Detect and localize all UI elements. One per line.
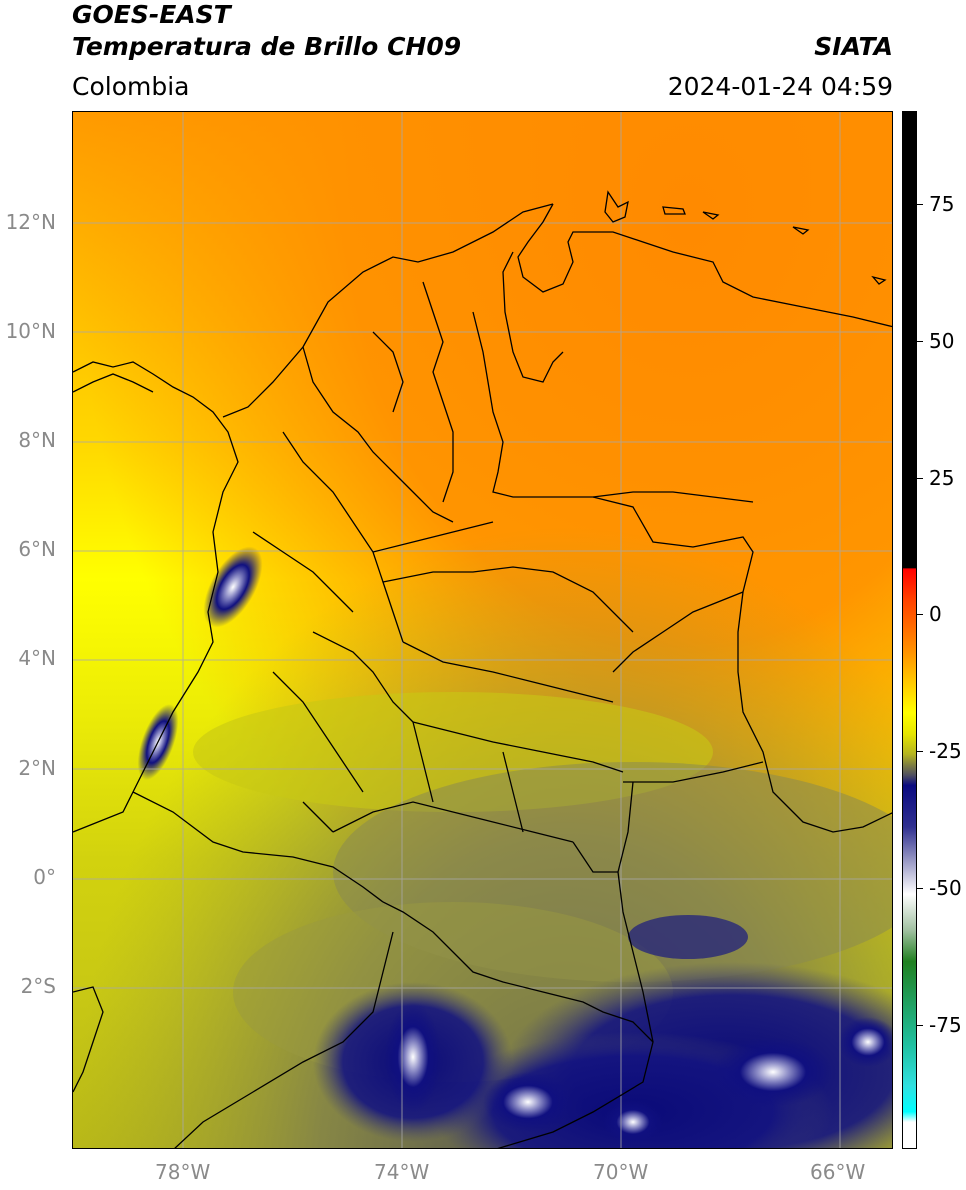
lat-tick-label: 4°N	[18, 646, 56, 670]
lon-tick-label: 66°W	[810, 1160, 866, 1184]
timestamp-label: 2024-01-24 04:59	[667, 72, 893, 101]
lat-tick-label: 6°N	[18, 537, 56, 561]
product-title: Temperatura de Brillo CH09	[72, 32, 462, 61]
colorbar-tick	[917, 341, 923, 342]
colorbar-label: -50	[929, 876, 962, 900]
agency-label: SIATA	[814, 32, 893, 61]
boundaries	[73, 190, 892, 1148]
satellite-title: GOES-EAST	[72, 0, 231, 29]
colorbar-tick	[917, 478, 923, 479]
region-label: Colombia	[72, 72, 190, 101]
colorbar-label: 25	[929, 466, 955, 490]
colorbar-label: -25	[929, 739, 962, 763]
lat-tick-label: 2°S	[20, 974, 56, 998]
colorbar-label: 75	[929, 192, 955, 216]
satellite-map[interactable]	[72, 111, 893, 1149]
lat-tick-label: 2°N	[18, 756, 56, 780]
colorbar-tick	[917, 1025, 923, 1026]
colorbar-tick	[917, 204, 923, 205]
colorbar-label: 0	[929, 602, 942, 626]
lat-tick-label: 0°	[33, 865, 56, 889]
colorbar-tick	[917, 614, 923, 615]
colorbar	[902, 111, 917, 1149]
colorbar-tick	[917, 751, 923, 752]
lon-tick-label: 74°W	[374, 1160, 430, 1184]
map-canvas	[73, 112, 892, 1148]
lat-tick-label: 10°N	[5, 319, 56, 343]
lon-tick-label: 70°W	[593, 1160, 649, 1184]
lat-tick-label: 12°N	[5, 210, 56, 234]
colorbar-tick	[917, 888, 923, 889]
graticule	[73, 112, 892, 1148]
lat-tick-label: 8°N	[18, 428, 56, 452]
colorbar-label: -75	[929, 1013, 962, 1037]
colorbar-label: 50	[929, 329, 955, 353]
lon-tick-label: 78°W	[155, 1160, 211, 1184]
